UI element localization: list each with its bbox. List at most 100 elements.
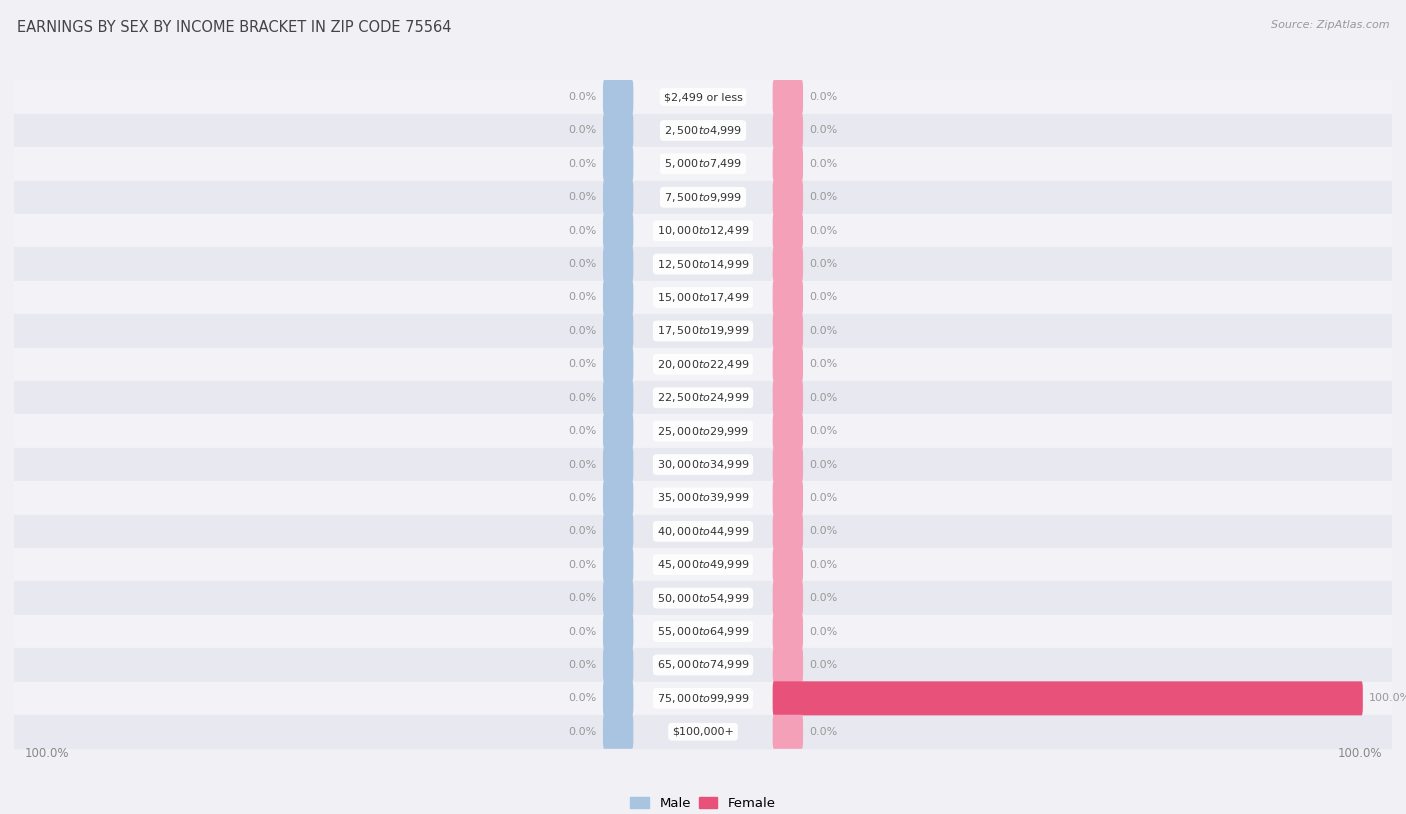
Bar [14, 448, 1392, 481]
FancyBboxPatch shape [603, 448, 633, 482]
FancyBboxPatch shape [773, 481, 803, 515]
Bar [14, 548, 1392, 581]
Text: 0.0%: 0.0% [568, 392, 596, 403]
Text: 0.0%: 0.0% [568, 326, 596, 336]
Text: $10,000 to $12,499: $10,000 to $12,499 [657, 224, 749, 237]
Text: $5,000 to $7,499: $5,000 to $7,499 [664, 157, 742, 170]
Bar [14, 314, 1392, 348]
FancyBboxPatch shape [773, 147, 803, 181]
Text: 0.0%: 0.0% [810, 660, 838, 670]
FancyBboxPatch shape [773, 247, 803, 281]
FancyBboxPatch shape [603, 314, 633, 348]
Text: $12,500 to $14,999: $12,500 to $14,999 [657, 257, 749, 270]
Bar [14, 147, 1392, 181]
Text: 0.0%: 0.0% [568, 727, 596, 737]
FancyBboxPatch shape [773, 681, 1362, 716]
Bar [14, 114, 1392, 147]
Text: 0.0%: 0.0% [810, 560, 838, 570]
Text: $35,000 to $39,999: $35,000 to $39,999 [657, 492, 749, 505]
FancyBboxPatch shape [773, 615, 803, 649]
Text: 0.0%: 0.0% [568, 694, 596, 703]
Text: 0.0%: 0.0% [568, 159, 596, 168]
Text: $17,500 to $19,999: $17,500 to $19,999 [657, 325, 749, 337]
Text: 0.0%: 0.0% [810, 192, 838, 203]
Bar [14, 214, 1392, 247]
Text: 0.0%: 0.0% [568, 225, 596, 236]
Text: 0.0%: 0.0% [568, 192, 596, 203]
Text: 0.0%: 0.0% [568, 92, 596, 102]
Text: 0.0%: 0.0% [568, 560, 596, 570]
Text: 100.0%: 100.0% [1337, 747, 1382, 760]
Text: $2,499 or less: $2,499 or less [664, 92, 742, 102]
FancyBboxPatch shape [773, 180, 803, 214]
FancyBboxPatch shape [773, 715, 803, 749]
Text: 0.0%: 0.0% [810, 727, 838, 737]
Text: 0.0%: 0.0% [810, 359, 838, 370]
Text: 0.0%: 0.0% [568, 660, 596, 670]
Text: 0.0%: 0.0% [568, 292, 596, 303]
FancyBboxPatch shape [603, 381, 633, 415]
FancyBboxPatch shape [603, 548, 633, 582]
FancyBboxPatch shape [773, 448, 803, 482]
Bar [14, 615, 1392, 648]
FancyBboxPatch shape [603, 247, 633, 281]
Text: $7,500 to $9,999: $7,500 to $9,999 [664, 190, 742, 204]
Text: $75,000 to $99,999: $75,000 to $99,999 [657, 692, 749, 705]
Bar [14, 514, 1392, 548]
Text: 0.0%: 0.0% [810, 225, 838, 236]
FancyBboxPatch shape [603, 581, 633, 615]
FancyBboxPatch shape [773, 648, 803, 682]
Text: 0.0%: 0.0% [568, 627, 596, 637]
Bar [14, 648, 1392, 681]
Text: 0.0%: 0.0% [810, 125, 838, 135]
FancyBboxPatch shape [603, 481, 633, 515]
Text: 0.0%: 0.0% [810, 92, 838, 102]
FancyBboxPatch shape [603, 281, 633, 314]
Bar [14, 681, 1392, 715]
Text: 100.0%: 100.0% [24, 747, 69, 760]
Text: 0.0%: 0.0% [810, 159, 838, 168]
FancyBboxPatch shape [773, 548, 803, 582]
Bar [14, 414, 1392, 448]
Text: $100,000+: $100,000+ [672, 727, 734, 737]
Text: 0.0%: 0.0% [568, 593, 596, 603]
Text: $65,000 to $74,999: $65,000 to $74,999 [657, 659, 749, 672]
Text: 0.0%: 0.0% [568, 493, 596, 503]
Text: 0.0%: 0.0% [810, 593, 838, 603]
Text: $55,000 to $64,999: $55,000 to $64,999 [657, 625, 749, 638]
FancyBboxPatch shape [603, 213, 633, 247]
Text: 100.0%: 100.0% [1369, 694, 1406, 703]
FancyBboxPatch shape [603, 681, 633, 716]
Text: $22,500 to $24,999: $22,500 to $24,999 [657, 392, 749, 405]
Text: $2,500 to $4,999: $2,500 to $4,999 [664, 124, 742, 137]
Text: EARNINGS BY SEX BY INCOME BRACKET IN ZIP CODE 75564: EARNINGS BY SEX BY INCOME BRACKET IN ZIP… [17, 20, 451, 35]
FancyBboxPatch shape [603, 514, 633, 549]
Text: 0.0%: 0.0% [810, 460, 838, 470]
FancyBboxPatch shape [603, 113, 633, 147]
Text: 0.0%: 0.0% [810, 326, 838, 336]
FancyBboxPatch shape [773, 213, 803, 247]
Text: 0.0%: 0.0% [810, 392, 838, 403]
FancyBboxPatch shape [773, 281, 803, 314]
FancyBboxPatch shape [603, 348, 633, 381]
Legend: Male, Female: Male, Female [626, 792, 780, 814]
FancyBboxPatch shape [603, 648, 633, 682]
Bar [14, 281, 1392, 314]
Text: $45,000 to $49,999: $45,000 to $49,999 [657, 558, 749, 571]
Bar [14, 81, 1392, 114]
Text: 0.0%: 0.0% [568, 259, 596, 269]
FancyBboxPatch shape [603, 147, 633, 181]
Text: 0.0%: 0.0% [810, 292, 838, 303]
FancyBboxPatch shape [773, 381, 803, 415]
Text: 0.0%: 0.0% [568, 460, 596, 470]
Bar [14, 181, 1392, 214]
Text: $50,000 to $54,999: $50,000 to $54,999 [657, 592, 749, 605]
FancyBboxPatch shape [773, 80, 803, 114]
Text: $40,000 to $44,999: $40,000 to $44,999 [657, 525, 749, 538]
Text: 0.0%: 0.0% [810, 426, 838, 436]
Text: 0.0%: 0.0% [810, 259, 838, 269]
Text: 0.0%: 0.0% [810, 493, 838, 503]
Text: $25,000 to $29,999: $25,000 to $29,999 [657, 425, 749, 438]
FancyBboxPatch shape [603, 414, 633, 449]
Text: $30,000 to $34,999: $30,000 to $34,999 [657, 458, 749, 471]
